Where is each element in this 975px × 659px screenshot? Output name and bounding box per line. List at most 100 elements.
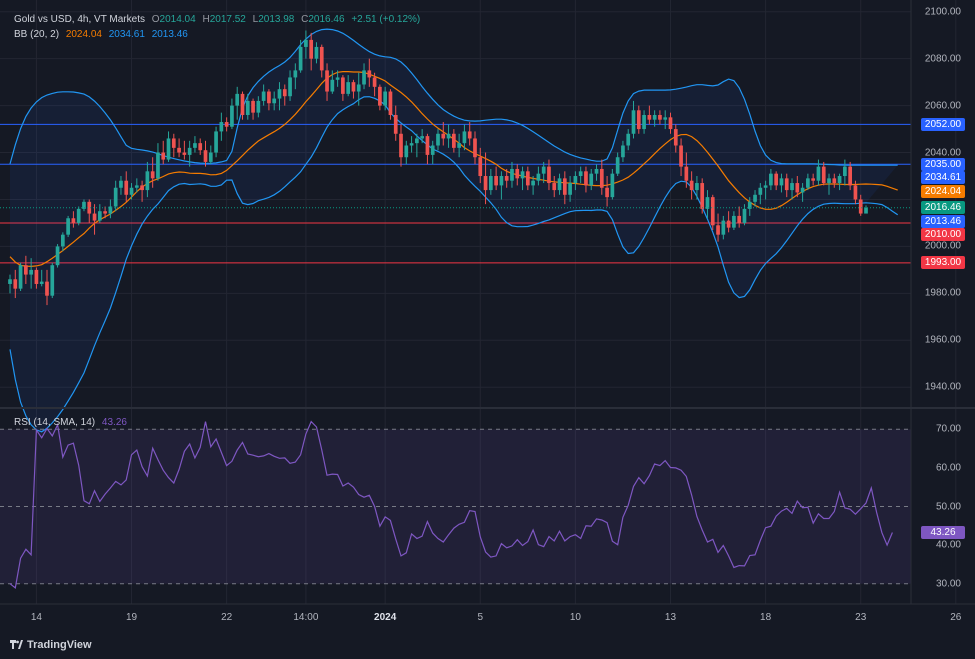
candle-body [557,178,562,191]
candle-body [219,122,224,132]
rsi-axis-tick: 50.00 [935,501,961,512]
candle-body [50,265,55,296]
candle-body [150,171,155,179]
bb-upper-value: 2034.61 [108,29,145,40]
candle-body [388,91,393,115]
candle-body [710,197,715,226]
candle-body [261,91,266,101]
candle-body [573,176,578,184]
candle-body [631,110,636,134]
price-axis-tick: 2100.00 [924,6,961,18]
candle-body [309,39,314,59]
candle-body [784,178,789,191]
candle-body [562,178,567,195]
candle-body [76,208,81,223]
candle-body [415,138,419,144]
candle-body [140,185,144,191]
candle-body [848,166,852,186]
price-axis-tick: 1980.00 [924,287,961,299]
close-label: C [301,14,309,25]
candle-body [494,176,498,186]
price-tag: 2016.46 [921,201,965,215]
candle-body [811,178,816,181]
bb-legend[interactable]: BB (20, 2) 2024.04 2034.61 2013.46 [14,29,192,40]
candle-body [129,187,134,195]
rsi-axis-tick: 40.00 [935,539,961,551]
candle-body [235,93,240,106]
candle-body [684,166,689,181]
candle-body [18,265,23,289]
price-tag: 1993.00 [921,256,965,270]
candle-body [552,183,557,191]
candle-body [488,176,493,191]
candle-body [203,150,208,162]
rsi-axis-tick: 60.00 [935,462,961,474]
candle-body [668,117,673,130]
candle-body [742,208,747,223]
price-axis-tick: 2000.00 [924,240,961,252]
candle-body [335,77,340,80]
candle-body [515,168,520,179]
candle-body [499,176,504,186]
candle-body [108,206,113,214]
candle-body [605,187,609,198]
time-axis-tick: 19 [125,612,138,623]
candle-body [658,114,662,120]
open-label: O [151,14,160,25]
price-tag: 2034.61 [921,171,965,185]
candle-body [832,178,837,184]
rsi-value: 43.26 [101,417,127,428]
candle-body [351,82,356,92]
candle-body [547,166,551,184]
candlestick-series[interactable] [8,30,868,306]
candle-body [325,70,329,92]
candle-body [636,110,641,130]
candle-body [716,225,720,235]
grid-lines [0,0,957,604]
symbol-legend[interactable]: Gold vs USD, 4h, VT Markets O2014.04 H20… [14,14,428,25]
open-value: 2014.04 [159,14,196,25]
price-axis-tick: 1940.00 [924,381,961,393]
candle-body [293,70,298,78]
symbol-title: Gold vs USD, 4h, VT Markets [14,14,145,25]
candle-body [763,185,768,188]
candle-body [673,129,678,146]
candle-body [420,136,424,139]
candle-body [758,187,763,195]
candle-body [13,279,18,289]
candle-body [816,166,821,181]
candle-body [282,89,287,97]
candle-body [288,77,292,97]
candle-body [193,143,197,148]
candle-body [747,201,752,209]
candle-body [510,168,514,181]
candle-body [346,82,351,94]
candle-body [774,173,779,186]
candle-body [372,77,377,87]
candle-body [700,183,705,209]
price-tag: 2052.00 [921,117,965,131]
candle-body [705,197,710,209]
candle-body [531,180,535,186]
candle-body [610,173,615,198]
candle-body [87,201,92,214]
candle-body [652,114,657,120]
rsi-legend[interactable]: RSI (14, SMA, 14) 43.26 [14,417,131,428]
candle-body [177,147,181,153]
price-tag: 2035.00 [921,157,965,171]
candle-body [858,199,863,214]
candle-body [578,171,583,177]
candle-body [103,211,107,214]
candle-body [404,145,409,158]
time-axis-tick: 5 [477,612,484,623]
price-tag: 2010.00 [921,228,965,242]
tradingview-logo[interactable]: TradingView [10,639,92,651]
candle-body [66,218,70,235]
high-label: H [202,14,210,25]
candle-body [584,171,588,186]
candle-body [182,152,187,155]
candle-body [525,171,530,186]
candle-body [119,180,123,188]
